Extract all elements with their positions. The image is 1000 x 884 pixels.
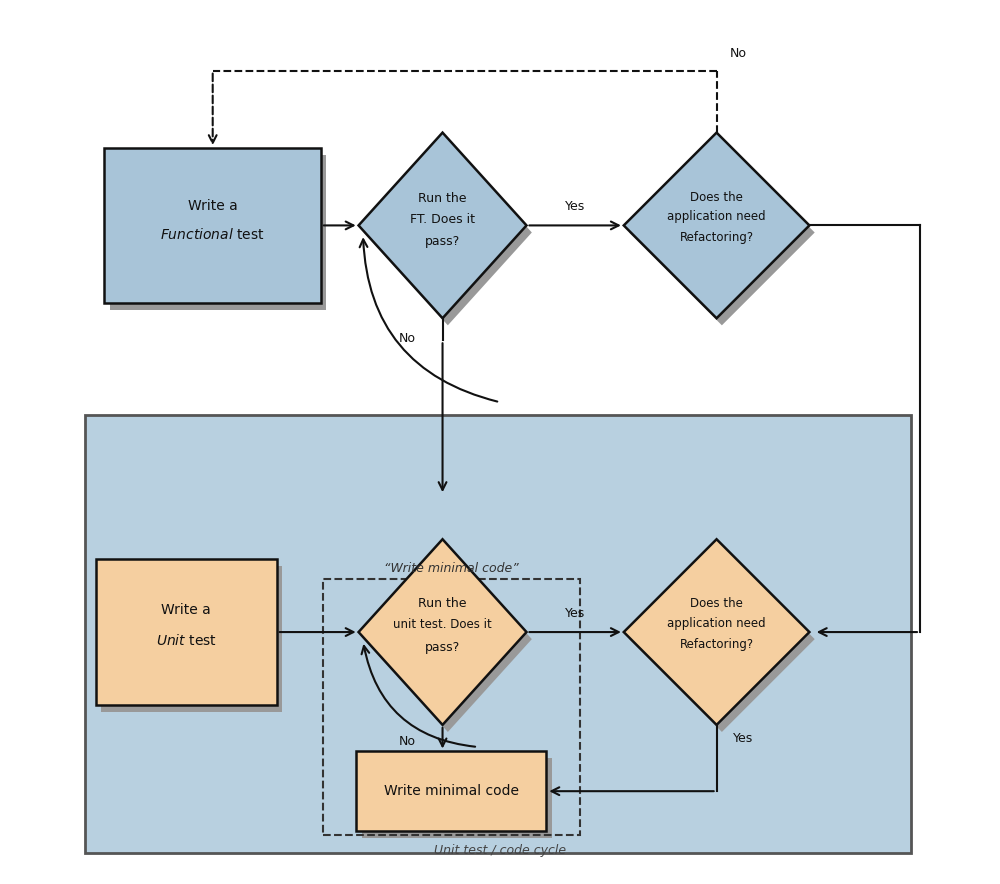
- Text: Refactoring?: Refactoring?: [680, 232, 754, 244]
- Text: Write minimal code: Write minimal code: [384, 784, 519, 798]
- Text: FT. Does it: FT. Does it: [410, 213, 475, 225]
- Text: Does the: Does the: [690, 598, 743, 610]
- Polygon shape: [624, 133, 809, 318]
- Text: application need: application need: [667, 210, 766, 223]
- Text: pass?: pass?: [425, 642, 460, 654]
- Polygon shape: [629, 546, 815, 732]
- FancyBboxPatch shape: [362, 758, 552, 838]
- Text: $\it{Unit}$ test: $\it{Unit}$ test: [156, 634, 217, 648]
- Text: Refactoring?: Refactoring?: [680, 638, 754, 651]
- FancyBboxPatch shape: [104, 148, 321, 302]
- Text: Yes: Yes: [565, 606, 585, 620]
- Polygon shape: [629, 140, 815, 325]
- Text: No: No: [730, 47, 747, 60]
- Text: $\it{Functional}$ test: $\it{Functional}$ test: [160, 227, 265, 241]
- Text: No: No: [399, 735, 416, 749]
- Polygon shape: [364, 546, 532, 732]
- Text: Yes: Yes: [732, 732, 753, 745]
- FancyBboxPatch shape: [101, 567, 282, 713]
- FancyArrowPatch shape: [360, 240, 497, 401]
- Text: Write a: Write a: [188, 199, 238, 213]
- Polygon shape: [624, 539, 809, 725]
- Text: Yes: Yes: [565, 200, 585, 213]
- Text: unit test. Does it: unit test. Does it: [393, 619, 492, 631]
- FancyBboxPatch shape: [96, 560, 277, 705]
- Text: Unit test / code cycle: Unit test / code cycle: [434, 844, 566, 857]
- FancyBboxPatch shape: [110, 155, 326, 309]
- FancyBboxPatch shape: [356, 751, 546, 831]
- Polygon shape: [359, 133, 527, 318]
- FancyArrowPatch shape: [362, 646, 475, 747]
- Text: Does the: Does the: [690, 191, 743, 203]
- Text: Run the: Run the: [418, 598, 467, 610]
- Polygon shape: [359, 539, 527, 725]
- Text: application need: application need: [667, 617, 766, 629]
- Text: “Write minimal code”: “Write minimal code”: [384, 561, 519, 575]
- Text: Run the: Run the: [418, 193, 467, 205]
- Polygon shape: [364, 140, 532, 325]
- Text: pass?: pass?: [425, 235, 460, 248]
- Text: No: No: [399, 332, 416, 345]
- FancyBboxPatch shape: [85, 415, 911, 853]
- Text: Write a: Write a: [161, 603, 211, 617]
